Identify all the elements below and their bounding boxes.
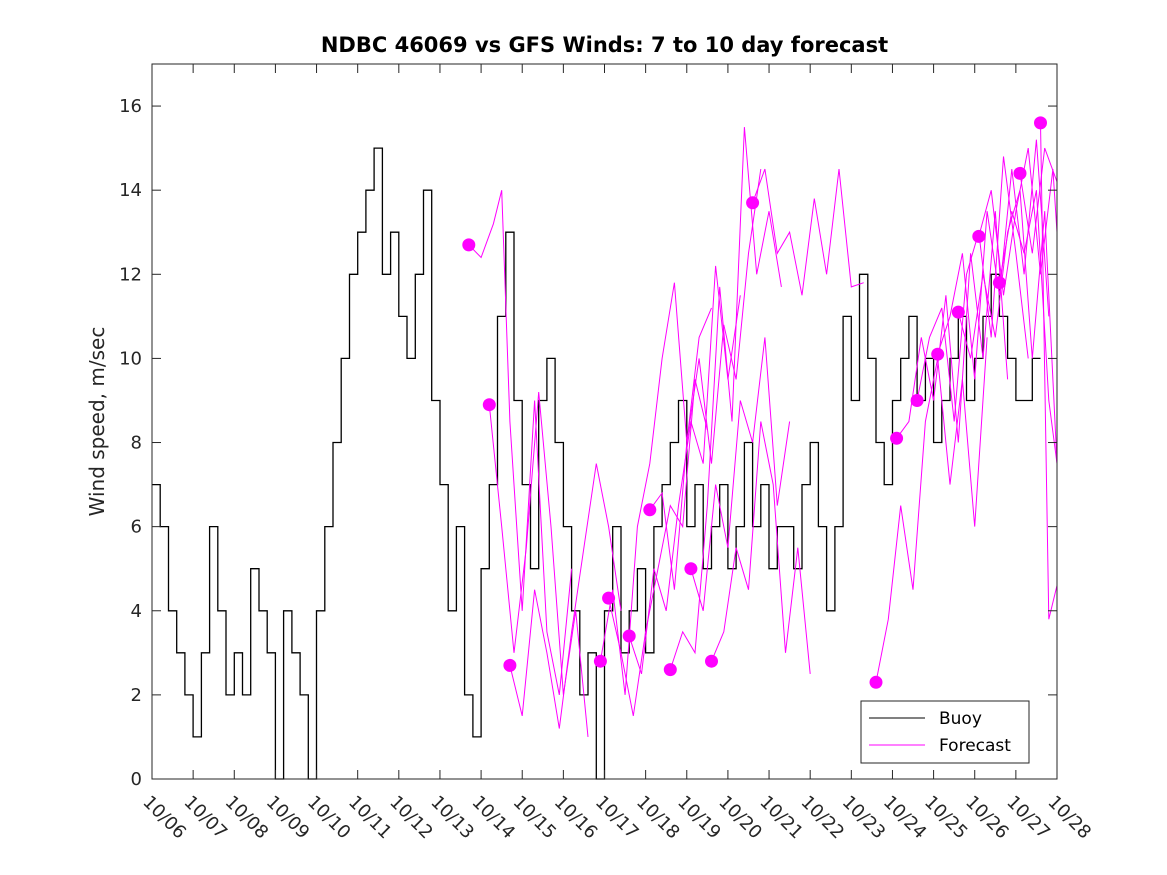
- chart-title: NDBC 46069 vs GFS Winds: 7 to 10 day for…: [321, 33, 888, 57]
- forecast-start-point: [1013, 166, 1027, 180]
- forecast-start-point: [462, 238, 476, 252]
- forecast-run-line: [1019, 147, 1058, 254]
- forecast-run-line: [752, 168, 864, 296]
- forecast-start-point: [482, 398, 496, 412]
- forecast-start-point: [503, 658, 517, 672]
- y-tick-label: 4: [131, 601, 142, 622]
- forecast-run-line: [978, 148, 1058, 296]
- forecast-start-point: [684, 562, 698, 576]
- y-tick-label: 8: [131, 433, 142, 454]
- forecast-run-line: [711, 421, 811, 674]
- y-tick-label: 12: [119, 264, 142, 285]
- forecast-run-line: [488, 392, 589, 737]
- legend-forecast-label: Forecast: [939, 736, 1011, 756]
- y-tick-label: 0: [131, 769, 142, 790]
- forecast-start-point: [746, 196, 760, 210]
- forecast-start-point: [602, 591, 616, 605]
- forecast-start-point: [931, 347, 945, 361]
- y-tick-label: 14: [119, 180, 142, 201]
- legend-box: [860, 700, 1030, 764]
- forecast-series: [468, 122, 1058, 737]
- y-tick-label: 6: [131, 517, 142, 538]
- buoy-line: [152, 147, 1041, 780]
- forecast-start-point: [972, 229, 986, 243]
- forecast-start-point: [705, 654, 718, 668]
- forecast-run-line: [608, 379, 708, 716]
- forecast-start-point: [951, 305, 965, 319]
- legend-buoy-label: Buoy: [939, 709, 982, 729]
- forecast-run-line: [1040, 122, 1058, 620]
- forecast-start-point: [1034, 116, 1047, 130]
- forecast-start-point: [869, 675, 883, 689]
- forecast-start-point: [890, 431, 904, 445]
- forecast-run-line: [690, 337, 791, 611]
- forecast-start-point: [643, 503, 657, 517]
- forecast-run-line: [509, 463, 622, 729]
- forecast-run-line: [937, 139, 1050, 380]
- y-tick-label: 2: [131, 685, 142, 706]
- forecast-run-line: [468, 190, 573, 695]
- forecast-start-point: [663, 663, 677, 677]
- buoy-series: [152, 147, 1041, 780]
- forecast-run-line: [998, 190, 1058, 464]
- forecast-start-point: [992, 276, 1006, 290]
- forecast-run-line: [649, 169, 762, 590]
- forecast-run-line: [896, 211, 1009, 443]
- forecast-run-line: [669, 127, 782, 670]
- y-axis-ticks: 0 2 4 6 8 10 12 14 16: [119, 96, 1057, 790]
- forecast-start-point: [622, 629, 636, 643]
- y-tick-label: 10: [119, 348, 142, 369]
- y-axis-label: Wind speed, m/sec: [85, 327, 109, 517]
- forecast-run-line: [916, 156, 1029, 422]
- y-tick-label: 16: [119, 96, 142, 117]
- legend: Buoy Forecast: [860, 700, 1030, 764]
- forecast-start-point: [593, 654, 607, 668]
- forecast-start-markers: [462, 116, 1047, 689]
- forecast-start-point: [910, 394, 924, 407]
